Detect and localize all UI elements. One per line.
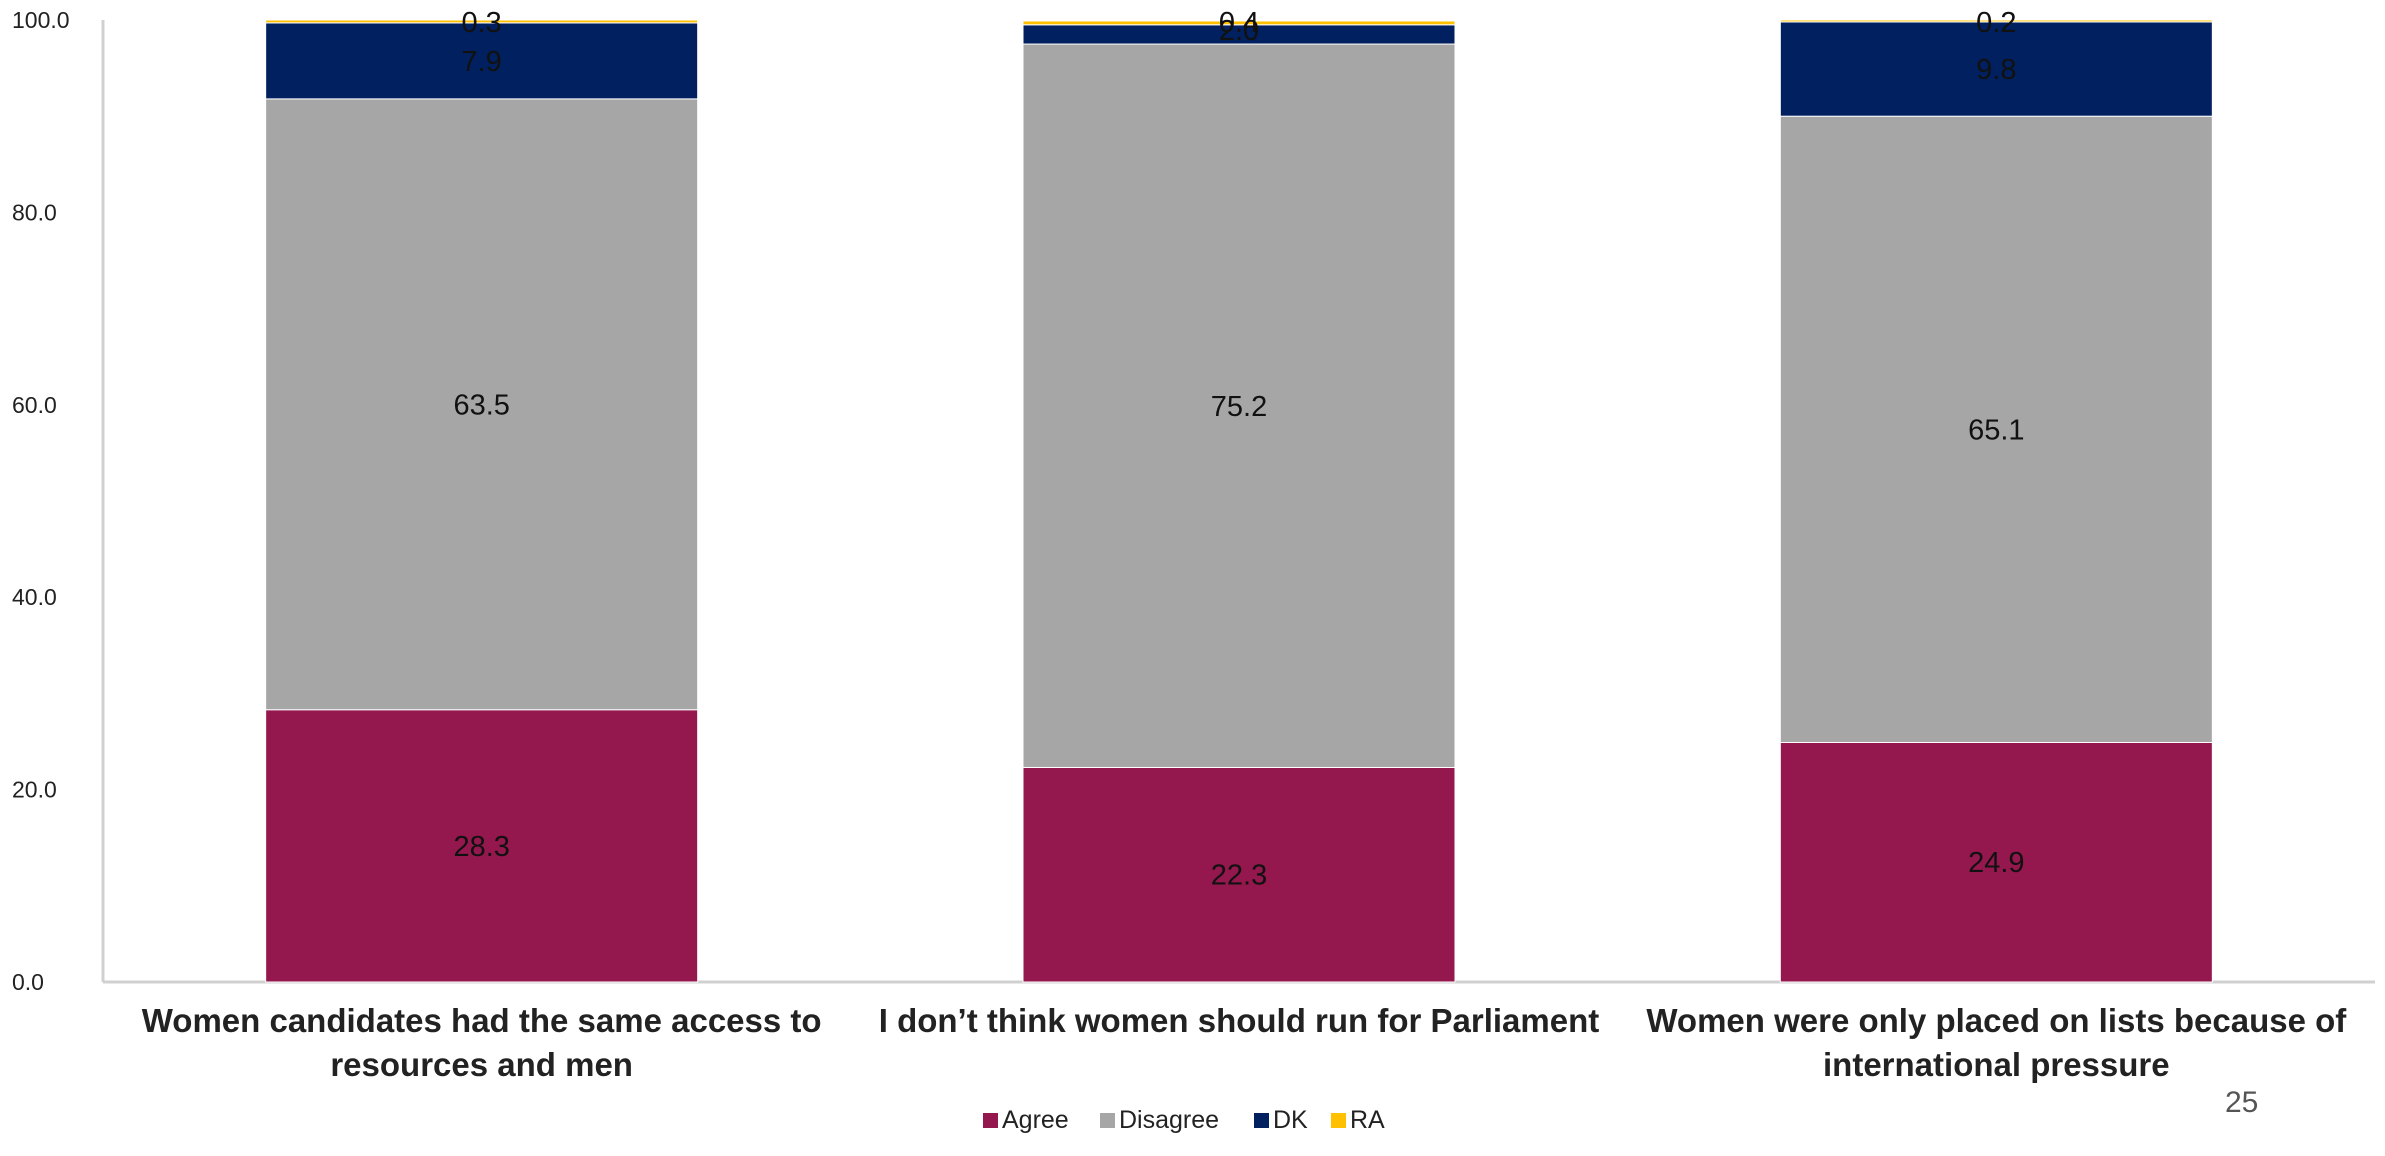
legend-swatch-disagree xyxy=(1100,1113,1115,1128)
y-tick-label: 0.0 xyxy=(12,969,44,995)
data-label: 63.5 xyxy=(453,389,509,421)
bar-segment-ra xyxy=(1779,19,2213,23)
bar-segment-disagree xyxy=(1022,43,1456,768)
data-label: 7.9 xyxy=(462,46,502,78)
y-tick-label: 40.0 xyxy=(12,584,57,610)
y-tick-label: 20.0 xyxy=(12,777,57,803)
legend-swatch-dk xyxy=(1254,1113,1269,1128)
y-tick-label: 80.0 xyxy=(12,199,57,225)
data-label: 22.3 xyxy=(1211,860,1267,892)
y-tick-label: 60.0 xyxy=(12,392,57,418)
legend-label-agree: Agree xyxy=(1002,1106,1069,1134)
data-label: 75.2 xyxy=(1211,391,1267,423)
bar-segment-dk xyxy=(1779,21,2213,117)
legend-label-dk: DK xyxy=(1273,1106,1308,1134)
bar-segment-agree xyxy=(1022,766,1456,983)
bar-segment-disagree xyxy=(265,98,699,711)
legend-label-disagree: Disagree xyxy=(1119,1106,1219,1134)
data-label: 0.2 xyxy=(1976,7,2016,39)
category-label: I don’t think women should run for Parli… xyxy=(879,1002,1600,1039)
data-label: 0.3 xyxy=(462,7,502,39)
category-label: Women were only placed on lists because … xyxy=(1646,1002,2347,1039)
bar-segment-agree xyxy=(1779,741,2213,983)
y-tick-label: 100.0 xyxy=(12,7,70,33)
category-label: international pressure xyxy=(1823,1046,2170,1083)
legend-swatch-ra xyxy=(1331,1113,1346,1128)
legend-swatch-agree xyxy=(983,1113,998,1128)
data-label: 65.1 xyxy=(1968,414,2024,446)
page-number: 25 xyxy=(2225,1086,2259,1119)
category-label: Women candidates had the same access to xyxy=(142,1002,822,1039)
category-label: resources and men xyxy=(330,1046,633,1083)
bar-segment-ra xyxy=(1022,20,1456,26)
bar-segment-dk xyxy=(265,22,699,100)
data-label: 24.9 xyxy=(1968,847,2024,879)
legend-label-ra: RA xyxy=(1350,1106,1385,1134)
bar-segment-ra xyxy=(265,19,699,24)
data-label: 9.8 xyxy=(1976,54,2016,86)
data-label: 2.0 xyxy=(1219,15,1259,47)
data-label: 0.4 xyxy=(1219,7,1259,39)
data-label: 28.3 xyxy=(453,831,509,863)
bar-segment-agree xyxy=(265,709,699,983)
bar-segment-disagree xyxy=(1779,115,2213,743)
